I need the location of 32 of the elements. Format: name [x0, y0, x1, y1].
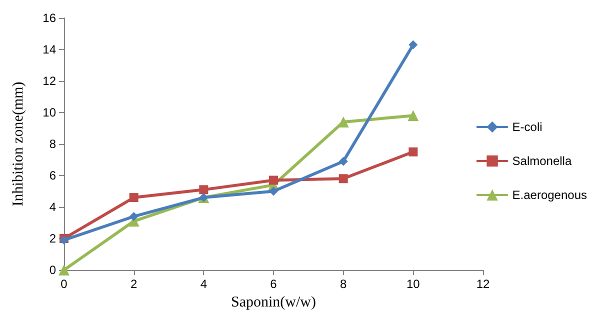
point: [129, 212, 138, 221]
legend-label: E-coli: [512, 120, 542, 134]
y-tick-label: 14: [42, 42, 56, 56]
x-tick-label: 2: [130, 277, 138, 291]
x-tick-label: 0: [60, 277, 68, 291]
point: [129, 193, 138, 202]
x-tick-label: 4: [200, 277, 208, 291]
y-tick-label: 6: [49, 168, 56, 182]
point: [408, 110, 419, 122]
legend-label: E.aerogenous: [512, 188, 588, 202]
point: [269, 186, 278, 196]
point: [408, 40, 418, 50]
y-axis-title: Inhibition zone(mm): [10, 82, 26, 206]
y-tick-label: 4: [49, 200, 56, 214]
point: [58, 264, 70, 276]
x-tick-label: 10: [406, 277, 420, 291]
point: [408, 147, 418, 156]
x-axis-title: Saponin(w/w): [231, 294, 316, 310]
point: [269, 176, 278, 185]
x-tick-label: 6: [270, 277, 278, 291]
y-tick-label: 0: [49, 263, 56, 277]
y-tick-label: 8: [49, 137, 56, 151]
x-tick-label: 8: [340, 277, 347, 291]
y-tick-label: 16: [42, 11, 56, 25]
point: [199, 185, 208, 194]
legend-label: Salmonella: [512, 154, 572, 168]
point: [338, 156, 348, 166]
x-tick-label: 12: [476, 277, 490, 291]
y-tick-label: 10: [42, 106, 56, 120]
y-tick-label: 12: [42, 74, 56, 88]
point: [338, 174, 348, 184]
y-tick-label: 2: [49, 232, 56, 246]
